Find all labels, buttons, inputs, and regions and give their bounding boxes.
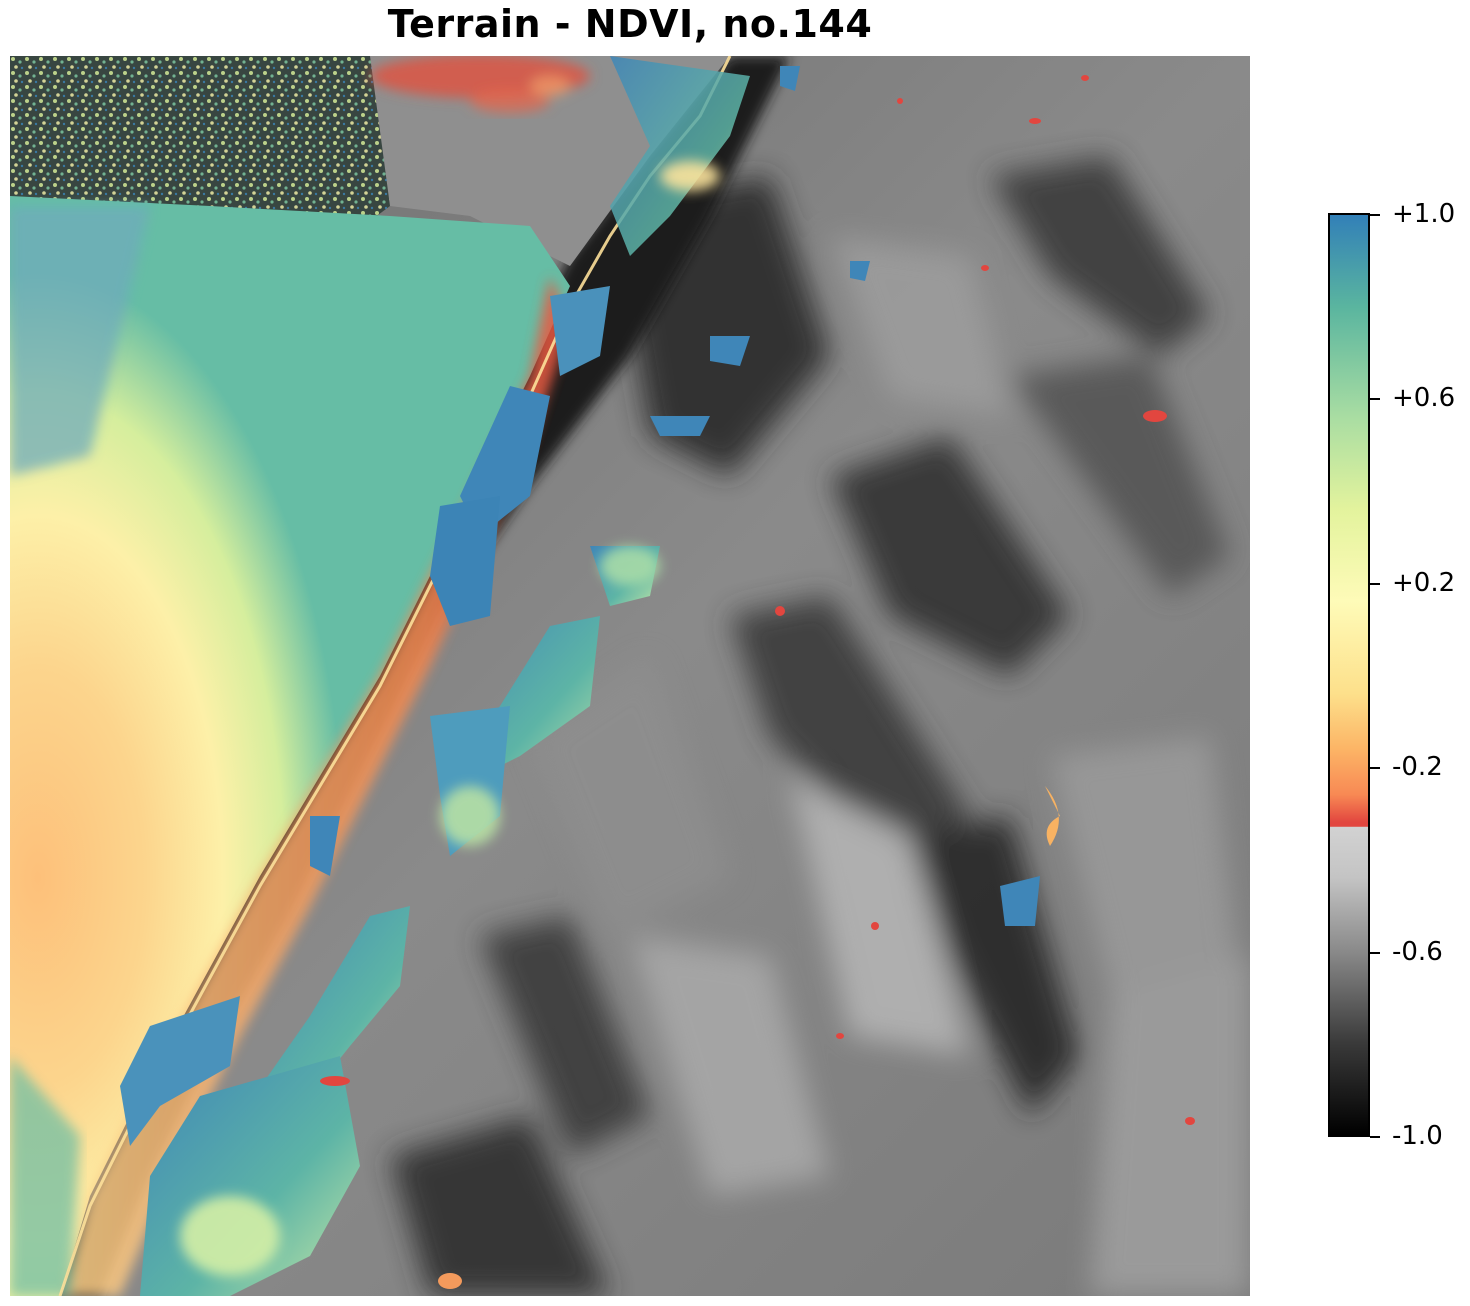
ndvi-raster-map (10, 56, 1250, 1296)
map-title: Terrain - NDVI, no.144 (387, 2, 873, 46)
colorbar-tick (1370, 951, 1380, 954)
colorbar-tick-label: -1.0 (1392, 1121, 1443, 1151)
colorbar-tick (1370, 214, 1380, 216)
ndvi-raster (10, 56, 1250, 1296)
colorbar-tick (1370, 767, 1380, 770)
colorbar-tick (1370, 398, 1380, 401)
colorbar-tick-label: +1.0 (1392, 199, 1456, 229)
negative-anomalies (320, 75, 1195, 1289)
colorbar-tick-label: +0.6 (1392, 383, 1456, 414)
speckled-shallows (10, 56, 390, 236)
water-body (10, 196, 570, 1296)
colorbar-tick-label: -0.2 (1392, 752, 1443, 783)
terrain-shading (390, 156, 1250, 1296)
colorbar-tick-label: -0.6 (1392, 936, 1443, 967)
colorbar-tick (1370, 1136, 1380, 1138)
colorbar (1328, 213, 1370, 1137)
colorbar-tick-label: +0.2 (1392, 567, 1456, 598)
colorbar-tick (1370, 582, 1380, 585)
colorbar-gradient (1330, 215, 1368, 1135)
top-red-patches (370, 56, 590, 113)
